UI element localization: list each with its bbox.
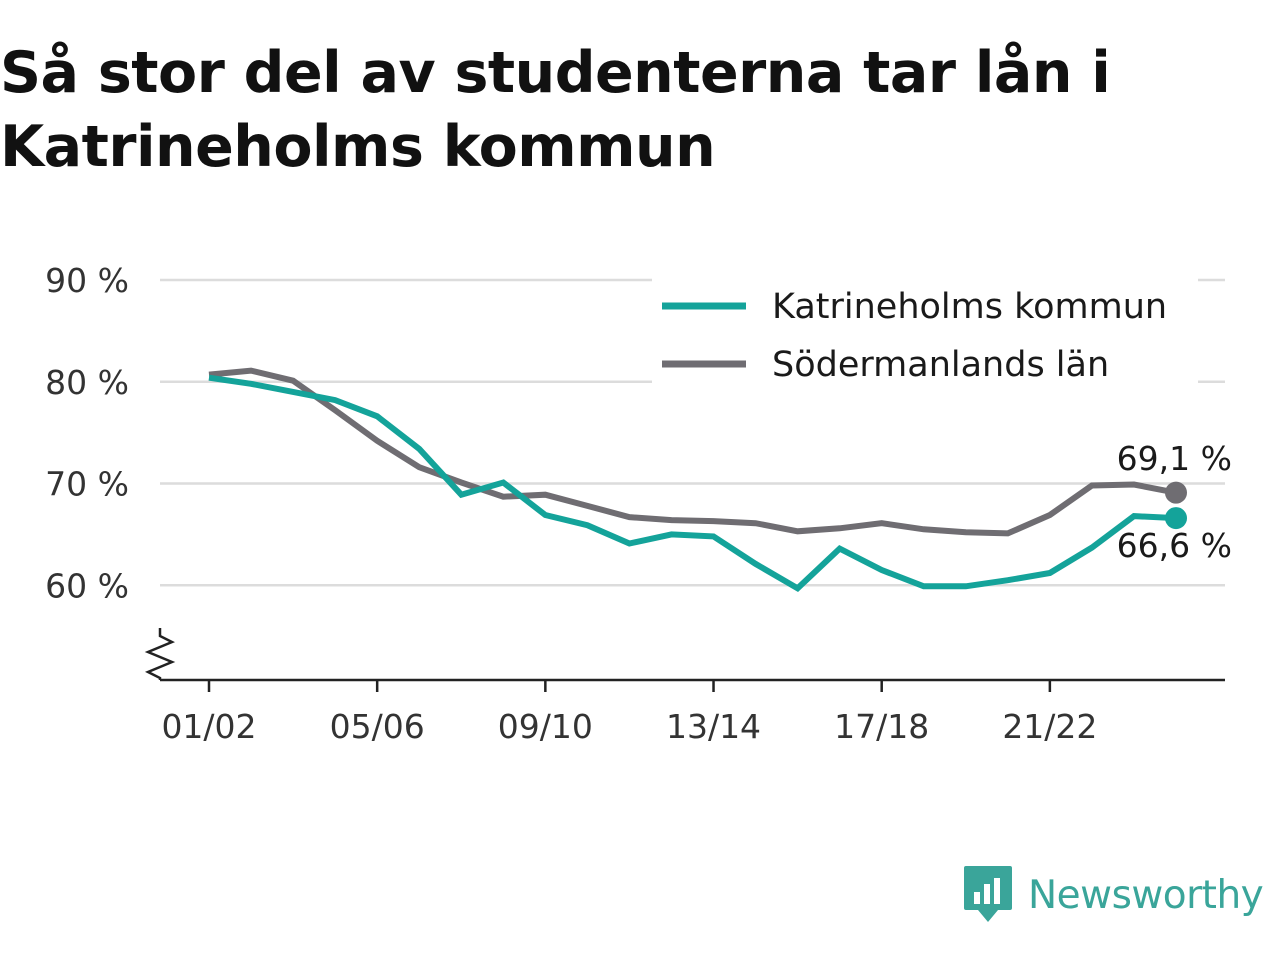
end-point-sodermanland <box>1165 481 1187 504</box>
legend-label-sodermanland: Södermanlands län <box>772 345 1109 385</box>
legend-label-katrineholm: Katrineholms kommun <box>772 287 1167 327</box>
chart-title-line-1: Så stor del av studenterna tar lån i <box>0 40 1111 106</box>
y-tick-label: 70 % <box>45 465 129 504</box>
y-axis-tick-labels: 60 % 70 % 80 % 90 % <box>45 261 129 605</box>
brand-logo: Newsworthy <box>962 864 1264 926</box>
x-tick-label: 17/18 <box>834 707 929 746</box>
x-tick-label: 01/02 <box>161 707 256 746</box>
legend: Katrineholms kommun Södermanlands län <box>652 272 1198 386</box>
series-line-katrineholm <box>208 374 1177 593</box>
chart-title: Så stor del av studenterna tar lån i Kat… <box>0 36 1270 184</box>
end-label-katrineholm: 66,6 % <box>1117 526 1232 565</box>
series-lines <box>208 367 1187 593</box>
end-labels: 69,1 % 66,6 % <box>1117 439 1232 565</box>
end-label-sodermanland: 69,1 % <box>1117 439 1232 478</box>
series-line-sodermanland <box>208 367 1177 537</box>
y-tick-label: 60 % <box>45 566 129 605</box>
bar-chart-speech-bubble-icon <box>964 866 1012 922</box>
x-tick-label: 13/14 <box>666 707 761 746</box>
x-tick-label: 21/22 <box>1002 707 1097 746</box>
x-tick-label: 05/06 <box>330 707 425 746</box>
y-tick-label: 80 % <box>45 363 129 402</box>
x-axis-tick-labels: 01/02 05/06 09/10 13/14 17/18 21/22 <box>161 680 1097 746</box>
y-tick-label: 90 % <box>45 261 129 300</box>
axes <box>144 628 1225 682</box>
y-axis-break-zigzag <box>144 628 176 680</box>
brand-name: Newsworthy <box>1028 872 1264 918</box>
x-tick-label: 09/10 <box>498 707 593 746</box>
chart-title-line-2: Katrineholms kommun <box>0 114 716 180</box>
end-point-katrineholm <box>1165 507 1187 530</box>
